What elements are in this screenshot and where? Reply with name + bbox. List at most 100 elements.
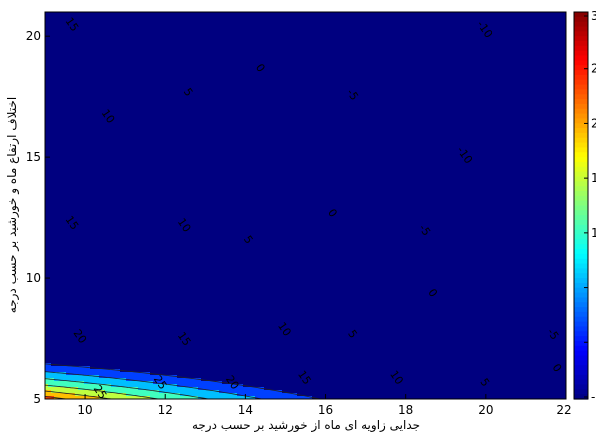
- x-axis: 10 12 14 16 18 20 22: [77, 394, 572, 417]
- x-tick-label: 18: [398, 403, 413, 417]
- colorbar-tick-label: 1: [591, 171, 596, 185]
- colorbar-segment: [574, 142, 588, 149]
- colorbar-segment: [574, 374, 588, 381]
- colorbar-segment: [574, 108, 588, 115]
- colorbar-segment: [574, 171, 588, 178]
- colorbar-tick-label: -: [591, 390, 595, 404]
- colorbar-segment: [574, 239, 588, 245]
- colorbar-segment: [574, 389, 588, 395]
- colorbar-segment: [574, 205, 588, 211]
- colorbar-segment: [574, 244, 588, 250]
- colorbar-segment: [574, 360, 588, 366]
- colorbar-segment: [574, 55, 588, 61]
- colorbar-segment: [574, 147, 588, 153]
- contour-fills: [45, 12, 566, 399]
- colorbar-segment: [574, 379, 588, 386]
- colorbar-segment: [574, 65, 588, 71]
- colorbar-segment: [574, 220, 588, 226]
- colorbar-segment: [574, 287, 588, 294]
- colorbar-segment: [574, 210, 588, 216]
- colorbar-segment: [574, 350, 588, 357]
- colorbar-segment: [574, 41, 588, 47]
- colorbar-segment: [574, 258, 588, 265]
- colorbar-segment: [574, 137, 588, 144]
- colorbar-segment: [574, 12, 588, 18]
- colorbar-segment: [574, 307, 588, 313]
- y-axis: 5 10 15 20: [26, 29, 50, 406]
- colorbar-segment: [574, 282, 588, 289]
- colorbar-segment: [574, 249, 588, 255]
- colorbar-frame: [573, 11, 589, 400]
- colorbar-segment: [574, 84, 588, 90]
- colorbar-segment: [574, 60, 588, 66]
- colorbar-segment: [574, 316, 588, 323]
- colorbar-segment: [574, 365, 588, 371]
- colorbar-segment: [574, 355, 588, 361]
- colorbar-segment: [574, 345, 588, 352]
- y-axis-label: اختلاف ارتفاع ماه و خورشید بر حسب درجه: [5, 97, 20, 313]
- colorbar-segment: [574, 123, 588, 129]
- colorbar-segment: [574, 161, 588, 168]
- colorbar-segment: [574, 152, 588, 158]
- colorbar: 3 2 2 1 1 -: [573, 9, 596, 404]
- contour-line: [45, 384, 161, 399]
- contour-line: [45, 390, 115, 399]
- colorbar-segment: [574, 113, 588, 120]
- colorbar-segment: [574, 186, 588, 192]
- colorbar-segment: [574, 336, 588, 342]
- colorbar-segment: [574, 70, 588, 76]
- colorbar-tick-label: 3: [591, 9, 596, 23]
- colorbar-segment: [574, 99, 588, 105]
- x-axis-label: جدایی زاویه ای ماه از خورشید بر حسب درجه: [192, 418, 420, 433]
- y-tick-label: 5: [33, 392, 41, 406]
- y-tick-label: 10: [26, 271, 41, 285]
- colorbar-segment: [574, 278, 588, 284]
- colorbar-segment: [574, 263, 588, 269]
- colorbar-segment: [574, 89, 588, 95]
- colorbar-segment: [574, 132, 588, 139]
- contour-line: [45, 378, 211, 399]
- colorbar-segment: [574, 176, 588, 182]
- colorbar-segment: [574, 31, 588, 37]
- x-tick-label: 22: [556, 403, 571, 417]
- colorbar-segment: [574, 369, 588, 376]
- colorbar-segment: [574, 321, 588, 328]
- y-tick-label: 20: [26, 29, 41, 43]
- colorbar-segment: [574, 234, 588, 240]
- colorbar-segment: [574, 16, 588, 23]
- x-tick-label: 16: [318, 403, 333, 417]
- colorbar-segment: [574, 292, 588, 299]
- colorbar-segment: [574, 118, 588, 124]
- colorbar-segment: [574, 181, 588, 187]
- colorbar-segment: [574, 79, 588, 86]
- colorbar-segment: [574, 311, 588, 318]
- colorbar-segment: [574, 331, 588, 337]
- colorbar-segment: [574, 36, 588, 42]
- colorbar-segment: [574, 21, 588, 28]
- plot-frame: [44, 11, 567, 400]
- colorbar-segment: [574, 297, 588, 303]
- colorbar-tick-label: 1: [591, 226, 596, 240]
- colorbar-segment: [574, 229, 588, 236]
- colorbar-segment: [574, 268, 588, 274]
- colorbar-segment: [574, 26, 588, 32]
- colorbar-segment: [574, 45, 588, 52]
- colorbar-segment: [574, 166, 588, 173]
- x-tick-label: 10: [77, 403, 92, 417]
- colorbar-tick-label: 2: [591, 62, 596, 76]
- colorbar-segment: [574, 394, 588, 400]
- x-tick-label: 20: [478, 403, 493, 417]
- colorbar-segment: [574, 273, 588, 279]
- colorbar-segment: [574, 253, 588, 260]
- colorbar-segment: [574, 200, 588, 207]
- colorbar-segment: [574, 74, 588, 81]
- colorbar-segment: [574, 94, 588, 100]
- x-tick-label: 12: [158, 403, 173, 417]
- colorbar-segment: [574, 302, 588, 308]
- contour-line: [45, 371, 265, 399]
- contour-lines: [45, 363, 323, 399]
- colorbar-segment: [574, 50, 588, 57]
- y-tick-label: 15: [26, 150, 41, 164]
- colorbar-segment: [574, 384, 588, 390]
